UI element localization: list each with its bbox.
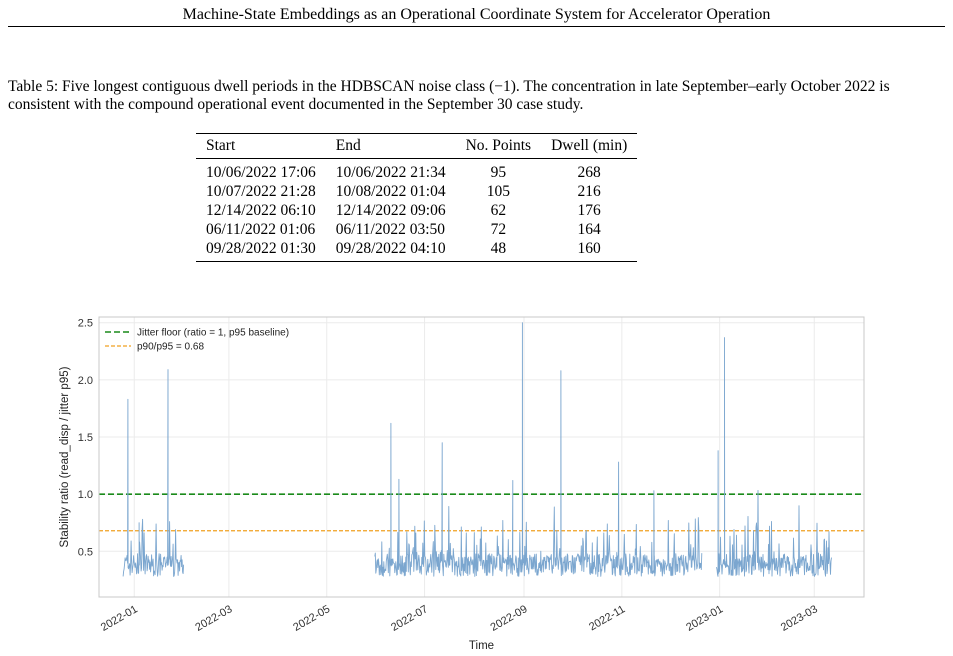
cell-start: 10/06/2022 17:06 xyxy=(206,164,316,181)
y-tick-labels: 0.5 1.0 1.5 2.0 2.5 xyxy=(78,318,93,559)
x-tick-label: 2022-05 xyxy=(291,603,332,634)
y-tick-label: 0.5 xyxy=(78,546,93,558)
cell-end: 10/06/2022 21:34 xyxy=(335,164,446,181)
x-tick-label: 2022-01 xyxy=(99,603,140,634)
table-row: 12/14/2022 06:10 12/14/2022 09:06 62 176 xyxy=(196,201,637,220)
cell-dwell: 176 xyxy=(577,202,601,219)
x-tick-label: 2023-01 xyxy=(684,603,725,634)
cell-end: 06/11/2022 03:50 xyxy=(335,221,446,238)
y-tick-label: 2.0 xyxy=(78,375,93,387)
y-tick-label: 1.5 xyxy=(78,432,93,444)
legend-entry: Jitter floor (ratio = 1, p95 baseline) xyxy=(137,328,289,339)
cell-dwell: 216 xyxy=(577,183,601,200)
cell-dwell: 160 xyxy=(577,240,601,257)
table-caption: Table 5: Five longest contiguous dwell p… xyxy=(8,78,890,113)
col-start: Start xyxy=(206,137,236,154)
cell-start: 06/11/2022 01:06 xyxy=(206,221,316,238)
table-row: 10/06/2022 17:06 10/06/2022 21:34 95 268 xyxy=(196,159,637,183)
running-title: Machine-State Embeddings as an Operation… xyxy=(182,6,771,23)
table-row: 09/28/2022 01:30 09/28/2022 04:10 48 160 xyxy=(196,239,638,262)
cell-end: 10/08/2022 01:04 xyxy=(335,183,446,200)
cell-points: 105 xyxy=(486,183,510,200)
cell-points: 95 xyxy=(490,164,507,181)
cell-points: 72 xyxy=(490,221,507,238)
y-tick-label: 1.0 xyxy=(78,489,93,501)
x-tick-label: 2022-03 xyxy=(193,603,234,634)
cell-start: 09/28/2022 01:30 xyxy=(206,240,316,257)
col-points: No. Points xyxy=(465,137,532,154)
col-end: End xyxy=(335,137,361,154)
series-line-segment xyxy=(374,322,703,577)
x-tick-label: 2022-07 xyxy=(389,603,430,634)
cell-points: 62 xyxy=(490,202,507,219)
cell-end: 12/14/2022 09:06 xyxy=(335,202,446,219)
plot-frame xyxy=(98,316,865,598)
x-axis-label: Time xyxy=(469,640,494,652)
data-series xyxy=(122,322,832,577)
x-tick-label: 2022-09 xyxy=(489,603,530,634)
cell-dwell: 268 xyxy=(577,164,601,181)
x-tick-label: 2023-03 xyxy=(779,603,820,634)
dwell-table: Start End No. Points Dwell (min) 10/06/2… xyxy=(196,133,638,262)
cell-points: 48 xyxy=(490,240,507,257)
x-tick-label: 2022-11 xyxy=(587,603,627,633)
col-dwell: Dwell (min) xyxy=(551,137,628,154)
y-tick-label: 2.5 xyxy=(78,318,93,330)
cell-start: 12/14/2022 06:10 xyxy=(206,202,316,219)
chart-legend: Jitter floor (ratio = 1, p95 baseline) p9… xyxy=(105,328,289,353)
series-line-segment xyxy=(122,369,185,577)
cell-dwell: 164 xyxy=(577,221,601,238)
stability-ratio-chart: 0.51.01.52.02.5 2022-01 2022-03 2022-05 202… xyxy=(59,316,865,652)
table-row: 10/07/2022 21:28 10/08/2022 01:04 105 21… xyxy=(196,182,637,201)
header-rule xyxy=(8,26,945,27)
table-header-row: Start End No. Points Dwell (min) xyxy=(196,133,638,159)
reference-lines xyxy=(99,493,864,532)
y-axis-label: Stability ratio (read_disp / jitter p95) xyxy=(59,366,71,547)
cell-start: 10/07/2022 21:28 xyxy=(206,183,316,200)
x-tick-labels: 2022-01 2022-03 2022-05 2022-07 2022-09 2022-… xyxy=(99,603,820,634)
table-row: 06/11/2022 01:06 06/11/2022 03:50 72 164 xyxy=(196,220,637,239)
series-line-segment xyxy=(716,337,832,577)
legend-entry: p90/p95 = 0.68 xyxy=(137,342,204,353)
cell-end: 09/28/2022 04:10 xyxy=(335,240,446,257)
